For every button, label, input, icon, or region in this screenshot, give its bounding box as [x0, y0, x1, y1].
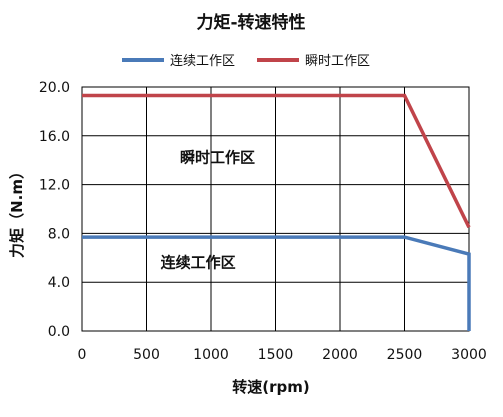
- y-tick-label: 0.0: [48, 324, 70, 340]
- x-tick-labels: 0 500 1000 1500 2000 2500 3000: [78, 347, 487, 363]
- x-tick-label: 500: [133, 347, 160, 363]
- series-layer: [82, 93, 471, 331]
- x-tick-label: 1500: [258, 347, 294, 363]
- y-tick-label: 16.0: [39, 129, 70, 145]
- region-label: 连续工作区: [161, 254, 236, 272]
- series-line: [82, 235, 471, 331]
- series-line: [82, 93, 471, 229]
- x-tick-label: 3000: [451, 347, 487, 363]
- x-tick-label: 0: [78, 347, 87, 363]
- y-tick-label: 12.0: [39, 178, 70, 194]
- grid: [81, 86, 470, 332]
- x-tick-label: 2500: [387, 347, 423, 363]
- x-tick-label: 1000: [193, 347, 229, 363]
- y-axis-title: 力矩（N.m）: [8, 164, 26, 258]
- x-axis-title: 转速(rpm): [232, 378, 309, 396]
- legend: 连续工作区 瞬时工作区: [122, 53, 370, 69]
- plot-frame: [81, 86, 470, 332]
- y-tick-label: 8.0: [48, 226, 70, 242]
- y-tick-label: 4.0: [48, 275, 70, 291]
- chart-title: 力矩-转速特性: [196, 12, 305, 33]
- x-tick-label: 2000: [322, 347, 358, 363]
- legend-label: 瞬时工作区: [305, 54, 370, 69]
- legend-label: 连续工作区: [170, 53, 235, 69]
- y-tick-labels: 0.0 4.0 8.0 12.0 16.0 20.0: [39, 80, 70, 340]
- region-label: 瞬时工作区: [180, 149, 255, 167]
- y-tick-label: 20.0: [39, 80, 70, 96]
